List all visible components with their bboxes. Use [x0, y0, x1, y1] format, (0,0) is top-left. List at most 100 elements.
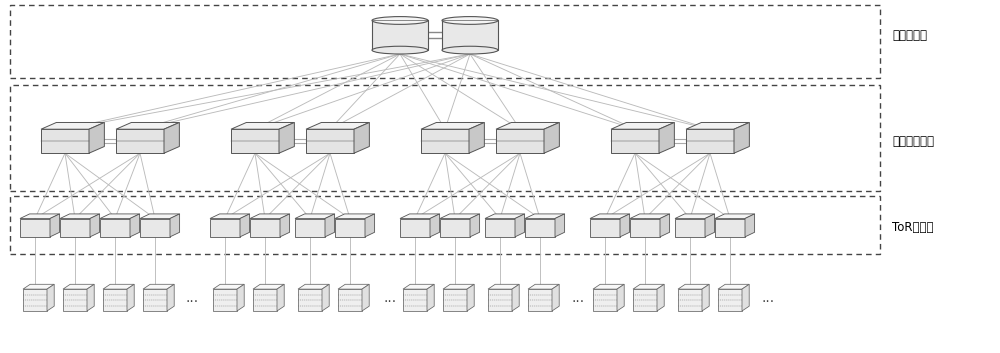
Polygon shape: [488, 284, 519, 289]
Polygon shape: [87, 284, 94, 311]
Polygon shape: [63, 289, 87, 311]
Polygon shape: [60, 214, 100, 219]
Text: 汇聚层交换机: 汇聚层交换机: [892, 135, 934, 148]
Polygon shape: [100, 214, 140, 219]
Polygon shape: [89, 122, 104, 153]
Polygon shape: [442, 20, 498, 50]
Polygon shape: [715, 219, 745, 237]
Polygon shape: [253, 289, 277, 311]
Polygon shape: [103, 289, 127, 311]
Polygon shape: [525, 214, 565, 219]
Polygon shape: [335, 219, 365, 237]
Polygon shape: [528, 289, 552, 311]
Polygon shape: [23, 284, 54, 289]
Polygon shape: [659, 122, 674, 153]
Polygon shape: [143, 289, 167, 311]
Polygon shape: [23, 289, 47, 311]
Polygon shape: [443, 284, 474, 289]
Polygon shape: [277, 284, 284, 311]
Polygon shape: [633, 284, 664, 289]
Bar: [10, 5, 880, 78]
Text: 核心交换机: 核心交换机: [892, 29, 927, 42]
Polygon shape: [630, 214, 670, 219]
Polygon shape: [611, 122, 674, 129]
Polygon shape: [325, 214, 335, 237]
Polygon shape: [237, 284, 244, 311]
Polygon shape: [20, 214, 60, 219]
Polygon shape: [678, 289, 702, 311]
Polygon shape: [675, 219, 705, 237]
Ellipse shape: [372, 17, 428, 24]
Polygon shape: [633, 289, 657, 311]
Polygon shape: [116, 122, 179, 129]
Polygon shape: [322, 284, 329, 311]
Polygon shape: [47, 284, 54, 311]
Polygon shape: [469, 122, 484, 153]
Polygon shape: [611, 129, 659, 153]
Polygon shape: [116, 129, 164, 153]
Polygon shape: [718, 284, 749, 289]
Polygon shape: [335, 214, 375, 219]
Polygon shape: [306, 129, 354, 153]
Polygon shape: [544, 122, 559, 153]
Polygon shape: [657, 284, 664, 311]
Polygon shape: [338, 284, 369, 289]
Polygon shape: [403, 289, 427, 311]
Text: ···: ···: [761, 295, 775, 309]
Polygon shape: [240, 214, 250, 237]
Polygon shape: [231, 122, 294, 129]
Polygon shape: [60, 219, 90, 237]
Polygon shape: [686, 122, 749, 129]
Polygon shape: [400, 214, 440, 219]
Polygon shape: [210, 214, 250, 219]
Polygon shape: [686, 129, 734, 153]
Polygon shape: [63, 284, 94, 289]
Ellipse shape: [442, 46, 498, 54]
Polygon shape: [164, 122, 179, 153]
Ellipse shape: [442, 17, 498, 24]
Polygon shape: [430, 214, 440, 237]
Polygon shape: [403, 284, 434, 289]
Polygon shape: [427, 284, 434, 311]
Polygon shape: [488, 289, 512, 311]
Polygon shape: [50, 214, 60, 237]
Polygon shape: [745, 214, 755, 237]
Polygon shape: [295, 214, 335, 219]
Polygon shape: [440, 219, 470, 237]
Polygon shape: [485, 219, 515, 237]
Ellipse shape: [372, 46, 428, 54]
Polygon shape: [525, 219, 555, 237]
Text: ···: ···: [383, 295, 397, 309]
Polygon shape: [630, 219, 660, 237]
Polygon shape: [250, 214, 290, 219]
Polygon shape: [90, 214, 100, 237]
Polygon shape: [590, 219, 620, 237]
Polygon shape: [590, 214, 630, 219]
Text: ···: ···: [185, 295, 199, 309]
Polygon shape: [485, 214, 525, 219]
Polygon shape: [167, 284, 174, 311]
Polygon shape: [715, 214, 755, 219]
Polygon shape: [496, 122, 559, 129]
Polygon shape: [362, 284, 369, 311]
Polygon shape: [100, 219, 130, 237]
Polygon shape: [20, 219, 50, 237]
Polygon shape: [552, 284, 559, 311]
Polygon shape: [127, 284, 134, 311]
Polygon shape: [253, 284, 284, 289]
Polygon shape: [617, 284, 624, 311]
Polygon shape: [496, 129, 544, 153]
Text: ···: ···: [571, 295, 585, 309]
Polygon shape: [421, 129, 469, 153]
Polygon shape: [734, 122, 749, 153]
Polygon shape: [338, 289, 362, 311]
Polygon shape: [210, 219, 240, 237]
Polygon shape: [140, 214, 180, 219]
Polygon shape: [280, 214, 290, 237]
Polygon shape: [593, 289, 617, 311]
Polygon shape: [213, 289, 237, 311]
Polygon shape: [298, 284, 329, 289]
Polygon shape: [555, 214, 565, 237]
Polygon shape: [440, 214, 480, 219]
Polygon shape: [620, 214, 630, 237]
